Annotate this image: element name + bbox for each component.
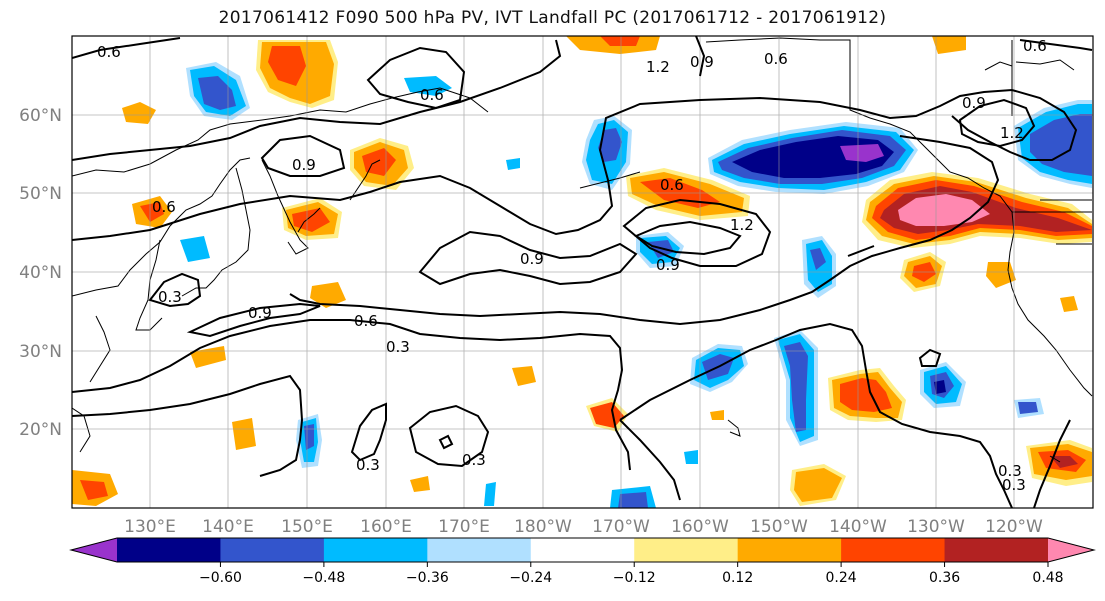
contour-label: 0.3 — [998, 462, 1022, 480]
latitude-labels: 60°N 50°N 40°N 30°N 20°N — [19, 106, 62, 440]
map-frame — [71, 35, 1094, 509]
lon-label: 130°W — [907, 517, 965, 537]
colorbar-extend-low — [71, 538, 117, 562]
colorbar-swatch — [530, 538, 635, 562]
lon-label: 140°E — [202, 517, 254, 537]
colorbar-tick-label: −0.12 — [613, 570, 656, 586]
colorbar: −0.60 −0.48 −0.36 −0.24 −0.12 0.12 0.24 0.36 0.4… — [69, 537, 1096, 586]
contour-label: 0.9 — [292, 156, 316, 174]
colorbar-swatch — [634, 538, 739, 562]
lon-label: 120°W — [985, 517, 1043, 537]
contour-label: 0.3 — [1002, 476, 1026, 494]
contour-label: 0.9 — [962, 94, 986, 112]
lon-label: 160°W — [671, 517, 729, 537]
lat-label: 30°N — [19, 342, 62, 362]
contour-label: 0.9 — [248, 304, 272, 322]
lon-label: 150°W — [750, 517, 808, 537]
colorbar-tick-label: 0.36 — [929, 570, 960, 586]
pv-contours — [72, 36, 1093, 508]
lat-label: 50°N — [19, 184, 62, 204]
colorbar-tick-label: −0.60 — [199, 570, 242, 586]
contour-label: 1.2 — [1000, 124, 1024, 142]
lon-label: 130°E — [124, 517, 176, 537]
colorbar-swatch — [841, 538, 946, 562]
contour-label: 0.6 — [97, 43, 121, 61]
colorbar-tick-label: 0.12 — [722, 570, 753, 586]
colorbar-tick-label: 0.24 — [826, 570, 857, 586]
lat-label: 40°N — [19, 263, 62, 283]
lon-label: 140°W — [829, 517, 887, 537]
contour-label: 0.9 — [690, 53, 714, 71]
colorbar-swatch — [220, 538, 325, 562]
lat-label: 60°N — [19, 106, 62, 126]
lon-label: 170°E — [438, 517, 490, 537]
contour-label: 0.3 — [462, 451, 486, 469]
contour-label: 1.2 — [646, 58, 670, 76]
contour-label: 0.6 — [764, 50, 788, 68]
contour-label: 0.6 — [152, 198, 176, 216]
contour-labels: 0.6 0.6 0.9 1.2 0.6 0.6 0.9 1.2 0.9 0.6 … — [97, 37, 1047, 494]
contour-label: 1.2 — [730, 216, 754, 234]
colorbar-swatch — [427, 538, 532, 562]
lon-label: 180°W — [514, 517, 572, 537]
contour-label: 0.6 — [354, 312, 378, 330]
map-title: 2017061412 F090 500 hPa PV, IVT Landfall… — [218, 8, 887, 28]
positive-anomaly-shading — [72, 36, 1092, 506]
contour-label: 0.6 — [1023, 37, 1047, 55]
colorbar-swatch — [944, 538, 1049, 562]
colorbar-tick-label: −0.24 — [509, 570, 552, 586]
colorbar-tick-label: −0.36 — [406, 570, 449, 586]
lon-label: 150°E — [281, 517, 333, 537]
lat-label: 20°N — [19, 420, 62, 440]
contour-label: 0.3 — [356, 456, 380, 474]
contour-label: 0.6 — [420, 86, 444, 104]
lon-label: 160°E — [360, 517, 412, 537]
contour-label: 0.9 — [656, 256, 680, 274]
contour-label: 0.3 — [386, 338, 410, 356]
contour-label: 0.9 — [520, 250, 544, 268]
colorbar-outline — [69, 537, 1096, 563]
colorbar-swatch — [117, 538, 221, 562]
map-plot: 0.6 0.6 0.9 1.2 0.6 0.6 0.9 1.2 0.9 0.6 … — [72, 36, 1093, 508]
colorbar-tick-label: 0.48 — [1032, 570, 1063, 586]
contour-label: 0.6 — [660, 176, 684, 194]
contour-label: 0.3 — [158, 288, 182, 306]
colorbar-tick-label: −0.48 — [302, 570, 345, 586]
lon-label: 170°W — [592, 517, 650, 537]
colorbar-extend-high — [1048, 538, 1094, 562]
longitude-labels: 130°E 140°E 150°E 160°E 170°E 180°W 170°… — [124, 517, 1043, 537]
colorbar-swatch — [737, 538, 842, 562]
colorbar-swatch — [323, 538, 428, 562]
graticule — [72, 36, 1093, 508]
